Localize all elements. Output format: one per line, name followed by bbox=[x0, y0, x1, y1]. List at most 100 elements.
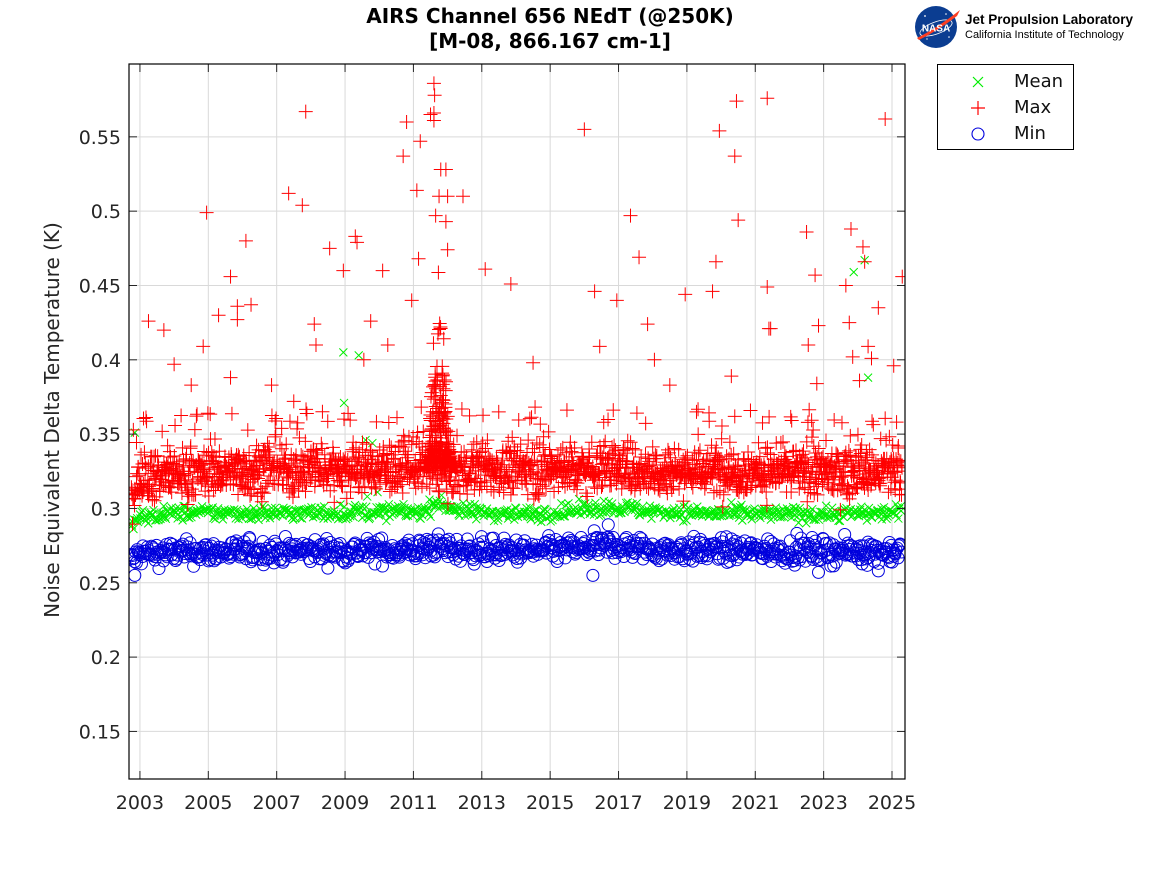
max-marker bbox=[801, 337, 816, 352]
max-marker bbox=[183, 439, 198, 454]
legend-label-min: Min bbox=[1014, 123, 1046, 144]
max-marker bbox=[503, 487, 518, 502]
max-marker bbox=[242, 445, 257, 460]
max-marker bbox=[243, 488, 258, 503]
max-marker bbox=[478, 262, 493, 277]
max-marker bbox=[567, 440, 582, 455]
min-marker bbox=[812, 565, 826, 579]
max-marker bbox=[278, 451, 293, 466]
max-marker bbox=[461, 472, 476, 487]
chart-title: AIRS Channel 656 NEdT (@250K) [M-08, 866… bbox=[230, 4, 870, 54]
x-tick-label: 2013 bbox=[458, 792, 506, 814]
max-marker bbox=[230, 312, 245, 327]
max-marker bbox=[187, 422, 202, 437]
max-marker bbox=[678, 287, 693, 302]
max-marker bbox=[473, 475, 488, 490]
max-marker bbox=[180, 497, 195, 512]
axes bbox=[128, 63, 906, 780]
max-marker bbox=[845, 349, 860, 364]
min-marker bbox=[871, 564, 885, 578]
y-tick-label: 0.3 bbox=[91, 498, 121, 520]
max-marker bbox=[609, 293, 624, 308]
max-marker bbox=[819, 433, 834, 448]
max-marker bbox=[629, 406, 644, 421]
max-marker bbox=[129, 498, 142, 513]
max-marker bbox=[395, 477, 410, 492]
max-marker bbox=[560, 476, 575, 491]
max-marker bbox=[804, 430, 819, 445]
max-marker bbox=[254, 494, 269, 509]
min-marker bbox=[510, 552, 524, 566]
max-marker bbox=[491, 404, 506, 419]
max-marker bbox=[652, 483, 667, 498]
mean-marker bbox=[161, 514, 171, 524]
max-marker bbox=[606, 403, 621, 418]
max-marker bbox=[885, 437, 900, 452]
max-marker bbox=[833, 502, 848, 517]
max-marker bbox=[480, 433, 495, 448]
max-marker bbox=[438, 214, 453, 229]
max-marker bbox=[298, 434, 313, 449]
max-marker bbox=[422, 481, 437, 496]
min-marker bbox=[419, 537, 433, 551]
max-marker bbox=[839, 485, 854, 500]
max-marker bbox=[139, 414, 154, 429]
max-marker bbox=[230, 299, 245, 314]
max-marker bbox=[404, 293, 419, 308]
max-marker bbox=[714, 418, 729, 433]
max-marker bbox=[623, 208, 638, 223]
y-tick-label: 0.2 bbox=[91, 647, 121, 669]
series-max bbox=[129, 76, 905, 532]
mean-marker bbox=[584, 500, 593, 509]
max-marker bbox=[840, 479, 855, 494]
mean-marker bbox=[339, 398, 349, 408]
max-marker bbox=[647, 352, 662, 367]
max-marker bbox=[325, 451, 340, 466]
max-marker bbox=[541, 424, 556, 439]
max-marker bbox=[524, 410, 539, 425]
chart-title-line1: AIRS Channel 656 NEdT (@250K) bbox=[366, 4, 734, 28]
max-marker bbox=[892, 453, 905, 468]
max-marker bbox=[315, 441, 330, 456]
max-marker bbox=[762, 409, 777, 424]
max-marker bbox=[440, 189, 455, 204]
max-marker bbox=[181, 467, 196, 482]
max-marker bbox=[274, 421, 289, 436]
max-marker bbox=[262, 440, 277, 455]
max-marker bbox=[299, 476, 314, 491]
max-marker bbox=[662, 378, 677, 393]
max-marker bbox=[334, 478, 349, 493]
max-marker bbox=[363, 314, 378, 329]
max-marker bbox=[425, 409, 440, 424]
max-marker bbox=[427, 378, 442, 393]
max-marker bbox=[640, 317, 655, 332]
mean-marker bbox=[607, 499, 617, 508]
max-marker bbox=[257, 486, 272, 501]
max-marker bbox=[423, 107, 438, 122]
max-marker bbox=[594, 479, 609, 494]
max-marker bbox=[432, 316, 447, 331]
min-marker bbox=[268, 534, 282, 548]
max-marker bbox=[129, 517, 140, 532]
min-marker bbox=[321, 561, 335, 575]
max-marker bbox=[369, 414, 384, 429]
max-marker bbox=[346, 444, 361, 459]
mean-marker bbox=[734, 510, 744, 519]
max-marker bbox=[348, 229, 363, 244]
max-marker bbox=[476, 408, 491, 423]
max-marker bbox=[843, 448, 858, 463]
max-marker bbox=[231, 487, 246, 502]
max-marker bbox=[854, 438, 869, 453]
max-marker bbox=[827, 413, 842, 428]
max-marker bbox=[240, 423, 255, 438]
mean-marker bbox=[564, 499, 573, 508]
mean-marker bbox=[894, 514, 903, 523]
min-marker bbox=[280, 549, 294, 563]
mean-marker bbox=[258, 501, 268, 511]
mean-marker bbox=[304, 510, 313, 520]
max-marker bbox=[385, 465, 400, 480]
max-marker bbox=[298, 484, 313, 499]
max-marker bbox=[129, 435, 144, 450]
mean-marker bbox=[295, 513, 305, 523]
max-marker bbox=[435, 410, 450, 425]
